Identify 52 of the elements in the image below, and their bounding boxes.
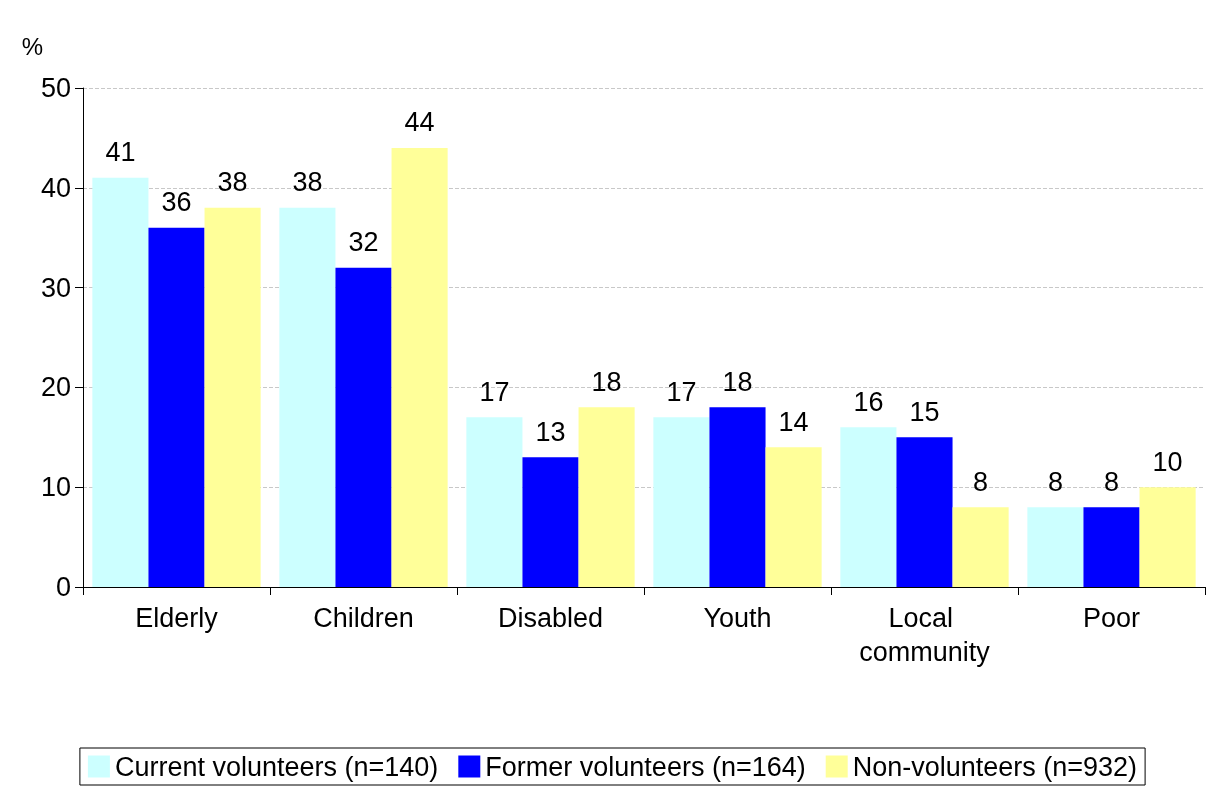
- bar: [952, 507, 1009, 587]
- y-tick-label: 0: [55, 572, 71, 602]
- data-label: 41: [105, 137, 136, 168]
- bar: [578, 407, 635, 587]
- x-tick-label: Disabled: [497, 603, 604, 633]
- data-label: 36: [161, 187, 192, 218]
- y-tick-label: 10: [40, 472, 71, 503]
- bar: [391, 147, 448, 587]
- data-label: 18: [722, 366, 753, 397]
- bar: [653, 417, 710, 587]
- data-label: 38: [292, 167, 323, 198]
- data-label: 17: [479, 376, 510, 407]
- bar: [204, 207, 261, 587]
- data-label: 8: [1103, 466, 1120, 497]
- x-tick-label: Elderly: [135, 603, 219, 633]
- data-label: 17: [666, 376, 697, 407]
- data-label: 15: [909, 396, 940, 427]
- data-label: 32: [348, 227, 379, 258]
- data-label: 14: [778, 406, 809, 437]
- data-label: 8: [1047, 466, 1063, 497]
- data-label: 8: [973, 466, 989, 497]
- legend-label: Current volunteers (n=140): [114, 751, 439, 782]
- bar: [279, 207, 336, 587]
- legend-label: Non-volunteers (n=932): [852, 751, 1138, 782]
- data-label: 10: [1152, 446, 1183, 477]
- data-label: 13: [535, 416, 566, 447]
- x-tick-label: Children: [313, 603, 414, 633]
- bar: [709, 407, 766, 587]
- bar: [840, 427, 897, 587]
- bar: [1139, 487, 1196, 587]
- bar: [92, 177, 149, 587]
- bar: [765, 447, 822, 587]
- data-label: 18: [591, 366, 622, 397]
- y-tick-label: 30: [40, 272, 71, 303]
- bar: [896, 437, 953, 587]
- x-tick-label: Local community: [859, 603, 991, 667]
- x-tick-label: Poor: [1082, 603, 1141, 633]
- bar: [335, 267, 392, 587]
- y-axis-title: %: [21, 32, 43, 60]
- legend-label: Former volunteers (n=164): [485, 751, 806, 782]
- bar: [466, 417, 523, 587]
- data-label: 16: [853, 386, 884, 417]
- bar: [522, 457, 579, 587]
- bar: [1083, 507, 1140, 587]
- y-tick-label: 40: [40, 172, 71, 203]
- data-label: 44: [404, 107, 435, 138]
- x-tick-label: Youth: [703, 603, 772, 633]
- bar: [148, 227, 205, 587]
- bar: [1027, 507, 1084, 587]
- y-tick-label: 20: [40, 372, 71, 403]
- y-tick-label: 50: [40, 73, 71, 103]
- data-label: 38: [217, 167, 248, 198]
